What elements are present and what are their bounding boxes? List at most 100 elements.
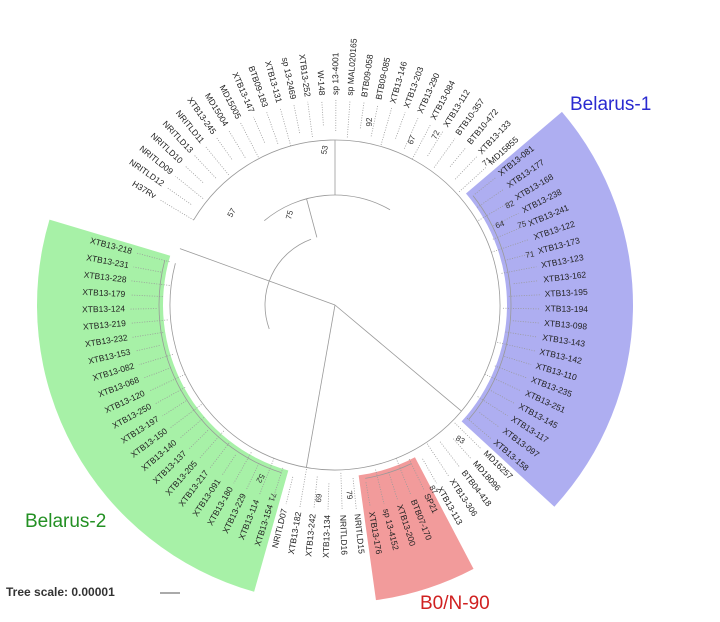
leaf-branch (184, 165, 204, 183)
leaf-branch (408, 458, 425, 490)
leaf-branch (209, 442, 230, 468)
leaf-branch (492, 225, 525, 240)
bootstrap-value: 79 (345, 490, 355, 500)
leaf-branch (240, 122, 259, 158)
leaf-branch (198, 430, 225, 459)
leaf-label: NRITLD16 (338, 515, 349, 556)
leaf-branch (375, 469, 385, 505)
bootstrap-value: 69 (313, 493, 323, 503)
leaf-branch (279, 107, 292, 147)
leaf-branch (307, 101, 313, 138)
leaf-branch (313, 476, 318, 509)
bootstrap-value: 83 (454, 434, 467, 447)
leaf-label: XTB13-124 (82, 303, 125, 314)
bootstrap-value: 75 (284, 209, 295, 220)
inner-branch (334, 304, 462, 412)
leaf-label: W-148 (316, 70, 328, 96)
bootstrap-value: 71 (525, 249, 536, 260)
leaf-branch (166, 187, 192, 205)
clade-shade (358, 457, 474, 601)
bootstrap-value: 71 (266, 491, 278, 503)
leaf-label: XTB13-182 (286, 511, 303, 555)
inner-branch (305, 304, 336, 468)
leaf-branch (359, 102, 365, 129)
leaf-branch (258, 458, 275, 496)
bootstrap-value: 57 (226, 206, 239, 219)
leaf-label: sp MAL020165 (345, 38, 359, 96)
leaf-branch (454, 156, 477, 180)
leaf-branch (221, 454, 236, 477)
leaf-branch (505, 331, 538, 338)
leaf-branch (466, 417, 491, 439)
leaf-label: XTB13-242 (303, 513, 317, 557)
leaf-label: BTB09-058 (359, 53, 375, 97)
leaf-branch (148, 373, 186, 392)
leaf-branch (130, 308, 157, 310)
leaf-label: XTB13-134 (321, 514, 332, 558)
leaf-branch (216, 137, 233, 160)
leaf-label: sp 13-4001 (330, 52, 340, 95)
bootstrap-value: 82 (504, 198, 516, 210)
clade-arc (158, 260, 282, 474)
leaf-label: XTB13-098 (544, 318, 588, 332)
scale-label: Tree scale: 0.00001 (6, 585, 115, 599)
leaf-branch (395, 112, 406, 139)
leaf-label: XTB13-194 (545, 303, 588, 314)
inner-arc (264, 194, 391, 222)
leaf-branch (266, 111, 279, 144)
leaf-branch (439, 441, 461, 468)
leaf-branch (228, 129, 246, 158)
leaf-branch (293, 104, 301, 134)
leaf-branch (162, 400, 187, 417)
leaf-branch (380, 107, 393, 146)
leaf-branch (188, 430, 209, 450)
leaf-branch (484, 373, 522, 392)
backbone-arc (169, 139, 501, 471)
inner-arc (264, 238, 312, 330)
bootstrap-value: 53 (319, 144, 330, 155)
leaf-branch (130, 319, 168, 324)
leaf-branch (508, 294, 540, 297)
inner-branch (306, 198, 318, 238)
clade-shade (461, 111, 634, 507)
clade-label: B0/N-90 (420, 593, 490, 614)
bootstrap-value: 92 (365, 117, 374, 126)
leaf-branch (493, 213, 519, 227)
leaf-branch (132, 331, 164, 338)
leaf-branch (479, 412, 500, 428)
leaf-branch (502, 307, 540, 310)
leaf-branch (504, 356, 532, 365)
leaf-branch (175, 175, 204, 199)
leaf-branch (512, 320, 540, 324)
leaf-branch (449, 147, 467, 167)
leaf-branch (138, 354, 173, 366)
bootstrap-value: 64 (494, 219, 506, 231)
inner-branch (179, 248, 270, 282)
leaf-branch (491, 239, 530, 253)
leaf-label: XTB13-252 (297, 53, 313, 97)
leaf-branch (422, 458, 437, 484)
leaf-branch (130, 294, 163, 297)
leaf-branch (346, 100, 351, 138)
leaf-branch (474, 177, 496, 195)
clade-shade (37, 219, 289, 592)
leaf-branch (321, 100, 324, 126)
leaf-branch (494, 365, 527, 379)
leaf-label: NRITLD15 (353, 513, 367, 554)
leaf-branch (233, 452, 252, 484)
leaf-branch (452, 438, 472, 459)
bootstrap-value: 67 (406, 134, 418, 146)
leaf-branch (411, 123, 432, 160)
leaf-branch (179, 417, 205, 439)
leaf-branch (454, 422, 482, 450)
leaf-branch (133, 266, 162, 273)
leaf-branch (501, 266, 537, 274)
leaf-branch (458, 166, 487, 193)
leaf-branch (285, 476, 294, 505)
clade-label: Belarus-1 (570, 94, 651, 115)
leaf-branch (327, 483, 330, 510)
leaf-branch (299, 468, 307, 508)
leaf-branch (352, 478, 357, 509)
clade-label: Belarus-2 (25, 511, 106, 532)
inner-branch (269, 280, 336, 306)
